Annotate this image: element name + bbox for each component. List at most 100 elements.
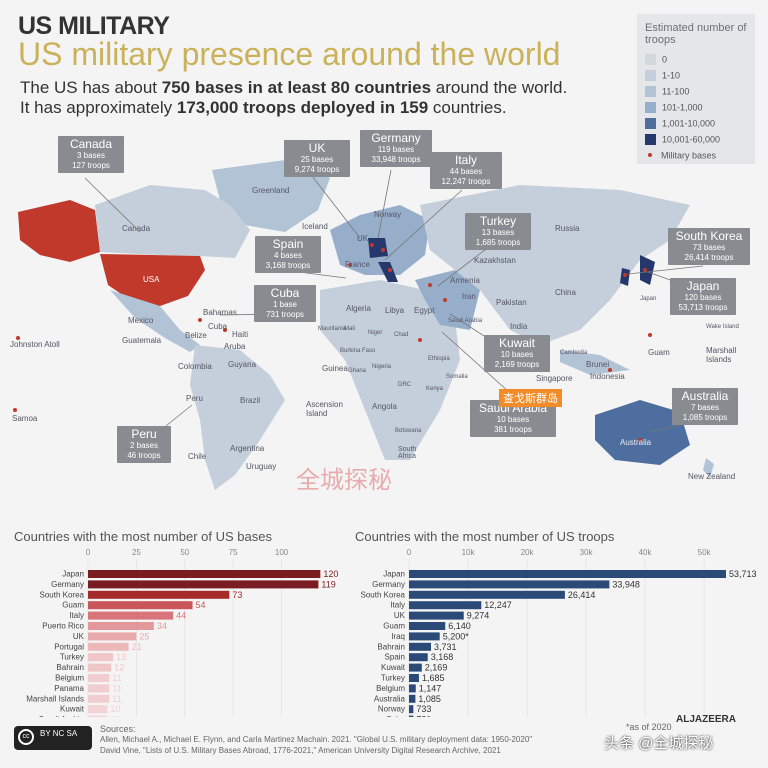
bar <box>88 705 108 714</box>
map-label: South Africa <box>398 446 417 460</box>
data-label: 26,414 <box>568 590 596 600</box>
map-label: Iceland <box>302 222 328 231</box>
map-label: Johnston Atoll <box>10 340 60 349</box>
data-label: 44 <box>176 611 186 621</box>
category-label: Kuwait <box>381 663 406 672</box>
callout-troops: 46 troops <box>127 451 161 460</box>
legend-swatch <box>645 134 656 146</box>
alaska-shape <box>18 200 100 262</box>
data-label: 10 <box>110 704 120 714</box>
category-label: Guam <box>383 622 405 631</box>
callout-name: Germany <box>371 131 421 145</box>
callout-germany: Germany 119 bases 33,948 troops <box>360 130 432 167</box>
bar <box>409 684 416 693</box>
map-label: Japan <box>640 296 657 302</box>
callout-canada: Canada 3 bases 127 troops <box>58 136 124 173</box>
callout-italy: Italy 44 bases 12,247 troops <box>430 152 502 189</box>
source-1: Allen, Michael A., Michael E. Flynn, and… <box>100 735 533 744</box>
bar <box>88 590 230 599</box>
callout-japan: Japan 120 bases 53,713 troops <box>670 278 736 315</box>
map-label: Saudi Arabia <box>448 318 483 324</box>
data-label: 54 <box>196 600 206 610</box>
kicker-label: US MILITARY <box>18 12 170 40</box>
category-label: Germany <box>51 580 84 589</box>
category-label: Spain <box>385 653 405 662</box>
usa-shape <box>100 254 205 306</box>
canada-shape <box>95 185 250 258</box>
data-label: 12,247 <box>484 600 512 610</box>
callout-bases: 73 bases <box>692 243 726 252</box>
category-label: Italy <box>69 611 84 620</box>
data-label: 733 <box>416 704 431 714</box>
italy-shape <box>378 262 398 282</box>
legend-item: 1-10 <box>645 70 680 82</box>
data-label: 3,168 <box>431 652 454 662</box>
category-label: Turkey <box>60 653 84 662</box>
tick-label: 0 <box>86 548 91 557</box>
map-label: India <box>510 322 528 331</box>
data-label: 21 <box>132 642 142 652</box>
map-label: New Zealand <box>688 472 736 481</box>
bar <box>409 590 565 599</box>
data-label: 9,274 <box>467 611 490 621</box>
data-label: 1,685 <box>422 673 445 683</box>
map-label: Belize <box>185 331 207 340</box>
legend-swatch <box>645 54 656 66</box>
map-label: Guatemala <box>122 336 162 345</box>
callout-name: Spain <box>272 237 304 251</box>
bar <box>88 622 154 630</box>
callout-bases: 4 bases <box>273 251 303 260</box>
bar <box>88 611 174 620</box>
callout-peru: Peru 2 bases 46 troops <box>117 426 171 463</box>
callout-bases: 25 bases <box>300 155 334 164</box>
map-label: Somalia <box>446 374 468 380</box>
bar <box>409 601 482 610</box>
sources-label: Sources: <box>100 724 136 734</box>
legend-item: 1,001-10,000 <box>645 118 715 130</box>
japan-shape <box>640 255 655 285</box>
data-label: 1,085 <box>418 694 441 704</box>
tick-label: 50k <box>698 548 712 557</box>
callout-troops: 3,168 troops <box>265 261 311 270</box>
map-label: Brunei <box>586 360 610 369</box>
subtitle-line-1: The US has about 750 bases in at least 8… <box>20 78 567 98</box>
data-label: 119 <box>321 579 335 589</box>
map-label: Mauritania <box>318 326 347 332</box>
callout-bases: 1 base <box>272 300 298 309</box>
bar <box>409 611 464 620</box>
data-label: 3,731 <box>434 642 457 652</box>
callout-name: Peru <box>131 427 157 441</box>
germany-shape <box>368 238 388 258</box>
bar <box>88 632 137 641</box>
bar <box>409 694 416 703</box>
category-label: Bahrain <box>56 663 84 672</box>
bar <box>409 715 414 717</box>
callout-troops: 2,169 troops <box>494 360 540 369</box>
callout-name: South Korea <box>675 229 743 243</box>
callout-troops: 53,713 troops <box>678 303 728 312</box>
category-label: Iraq <box>391 632 405 641</box>
category-label: Australia <box>374 694 406 703</box>
category-label: UK <box>73 632 85 641</box>
map-label: Algeria <box>346 304 371 313</box>
africa-shape <box>320 280 460 460</box>
callout-troops: 731 troops <box>266 310 304 319</box>
callout-bases: 120 bases <box>684 293 722 302</box>
callout-cuba: Cuba 1 base 731 troops <box>254 285 316 322</box>
callout-australia: Australia 7 bases 1,085 troops <box>672 388 738 425</box>
callout-troops: 381 troops <box>494 425 532 434</box>
map-label: Ascension Island <box>306 400 343 418</box>
category-label: Guam <box>62 601 84 610</box>
map-label: Mexico <box>128 316 154 325</box>
map-label: USA <box>143 275 160 284</box>
callout-bases: 10 bases <box>496 415 530 424</box>
category-label: UK <box>394 611 406 620</box>
map-label: Singapore <box>536 374 573 383</box>
callout-name: Kuwait <box>498 336 536 350</box>
legend-item: 11-100 <box>645 86 689 98</box>
bases-chart-title: Countries with the most number of US bas… <box>14 529 272 544</box>
bar <box>88 684 110 693</box>
category-label: Kuwait <box>60 705 85 714</box>
subtitle-2c: countries. <box>428 98 507 117</box>
callout-troops: 9,274 troops <box>294 165 340 174</box>
